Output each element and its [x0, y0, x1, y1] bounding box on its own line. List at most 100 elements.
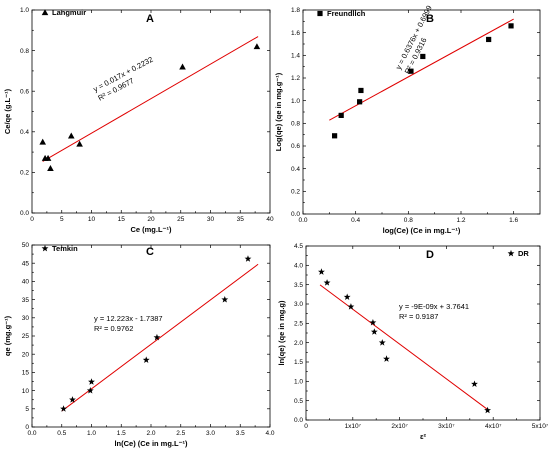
legend-marker: [41, 9, 49, 16]
chart-panel-a: 0 5 10 15 20 25 30 35 40 0.0 0.2 0.4 0.6 0.8 1.0 Ce (mg…: [3, 7, 274, 234]
x-tick-label: 0.4: [351, 217, 360, 224]
fit-line-freundlich: [329, 18, 514, 121]
y-tick-label: 4.5: [294, 243, 303, 250]
data-point: [471, 380, 478, 387]
r-squared-label: R² = 0.9762: [94, 324, 133, 333]
y-tick-label: 0.2: [20, 170, 29, 177]
y-tick-label: 30: [22, 315, 30, 322]
data-point: [44, 154, 52, 161]
panel-letter: B: [426, 13, 434, 25]
data-point: [67, 132, 75, 139]
y-axis-title: qe (mg.g⁻¹): [3, 315, 12, 356]
y-axis-title: ln(qe) (qe in mg.g): [277, 300, 286, 365]
x-tick-label: 3.0: [206, 430, 215, 437]
y-tick-label: 0.4: [291, 166, 300, 173]
legend-label: Langmuir: [52, 8, 86, 17]
data-point: [343, 293, 351, 300]
equation-label: y = -9E-09x + 3.7641: [399, 302, 469, 311]
plot-frame: [31, 244, 271, 428]
y-tick-label: 25: [22, 333, 30, 340]
data-point: [484, 406, 492, 414]
x-tick-label: 40: [266, 216, 274, 223]
y-tick-label: 2.0: [294, 340, 303, 347]
y-tick-label: 4.0: [294, 263, 303, 270]
data-point: [383, 355, 390, 362]
y-tick-label: 15: [22, 370, 30, 377]
y-axis-title: Log(qe) (qe in mg.g⁻¹): [274, 72, 283, 151]
x-tick-label: 1.6: [509, 217, 518, 224]
x-axis-title: ε²: [420, 432, 427, 441]
fit-line-langmuir: [42, 36, 259, 162]
x-tick-label: 0.0: [27, 430, 36, 437]
data-point: [347, 303, 355, 310]
data-point: [420, 53, 426, 60]
y-tick-label: 0.8: [291, 121, 300, 128]
legend-label: DR: [518, 249, 529, 258]
legend-label: Freundlich: [327, 9, 366, 18]
y-tick-label: 1.0: [291, 98, 300, 105]
x-tick-label: 0.5: [57, 430, 66, 437]
y-tick-label: 0.2: [291, 189, 300, 196]
panel-letter: A: [146, 13, 154, 25]
data-point: [332, 133, 338, 139]
chart-panel-c: 0.0 0.5 1.0 1.5 2.0 2.5 3.0 3.5 4.0 0 5 10 15 20 25 30 3…: [3, 242, 275, 448]
x-tick-label: 10: [88, 216, 96, 223]
data-point: [244, 255, 252, 262]
y-tick-label: 1.6: [291, 30, 300, 37]
x-tick-label: 20: [147, 216, 155, 223]
chart-panel-b: 0.0 0.4 0.8 1.2 1.6 0.0 0.2 0.4 0.6 0.8 1.0 1.2 1.4 1…: [274, 4, 541, 235]
data-point: [39, 138, 47, 145]
x-tick-label: 3x10⁷: [438, 423, 455, 430]
data-point: [60, 405, 67, 412]
data-point: [508, 23, 514, 29]
equation-label: y = 12.223x - 1.7387: [94, 314, 163, 323]
y-tick-label: 0.8: [20, 48, 29, 55]
x-tick-label: 1x10⁷: [345, 423, 362, 430]
legend-marker: [507, 249, 515, 257]
data-point: [323, 279, 331, 286]
data-point: [369, 318, 377, 326]
y-tick-label: 1.5: [294, 359, 303, 366]
legend-marker: [317, 10, 323, 17]
chart-panel-d: 0 1x10⁷ 2x10⁷ 3x10⁷ 4x10⁷ 5x10⁷ 0.0 0.5 1.0 1.5 2.…: [277, 243, 549, 441]
data-point: [318, 268, 325, 275]
data-point: [338, 112, 344, 118]
y-tick-label: 0.5: [294, 398, 303, 405]
data-point: [69, 396, 76, 403]
plot-frame: [305, 245, 541, 421]
x-tick-label: 1.5: [117, 430, 126, 437]
data-point: [153, 333, 161, 341]
data-point: [86, 387, 94, 394]
y-tick-label: 1.2: [291, 75, 300, 82]
x-tick-label: 5x10⁷: [532, 423, 549, 430]
data-point: [76, 140, 83, 147]
y-tick-label: 50: [22, 242, 30, 249]
y-axis-title: Ce/qe (g.L⁻¹): [3, 88, 12, 134]
y-tick-label: 45: [22, 260, 30, 267]
y-tick-label: 2.5: [294, 321, 303, 328]
y-tick-label: 0.0: [20, 210, 29, 217]
x-tick-label: 3.5: [236, 430, 245, 437]
x-tick-label: 1.0: [87, 430, 96, 437]
y-tick-label: 1.0: [294, 379, 303, 386]
data-point: [357, 99, 363, 105]
data-point: [179, 63, 186, 70]
x-tick-label: 30: [207, 216, 215, 223]
legend-label: Temkin: [52, 244, 78, 253]
data-point: [358, 87, 364, 94]
r-squared-label: R² = 0.9187: [399, 312, 438, 321]
data-point: [47, 165, 54, 171]
data-point: [221, 296, 229, 303]
panel-letter: D: [426, 249, 434, 261]
y-tick-label: 3.5: [294, 282, 303, 289]
y-tick-label: 0.0: [291, 211, 300, 218]
x-axis-title: ln(Ce) (Ce in mg.L⁻¹): [114, 439, 188, 448]
x-tick-label: 0: [30, 216, 34, 223]
y-tick-label: 0.0: [294, 417, 303, 424]
data-point: [88, 378, 95, 385]
x-tick-label: 4x10⁷: [485, 423, 502, 430]
legend-marker: [41, 244, 49, 252]
